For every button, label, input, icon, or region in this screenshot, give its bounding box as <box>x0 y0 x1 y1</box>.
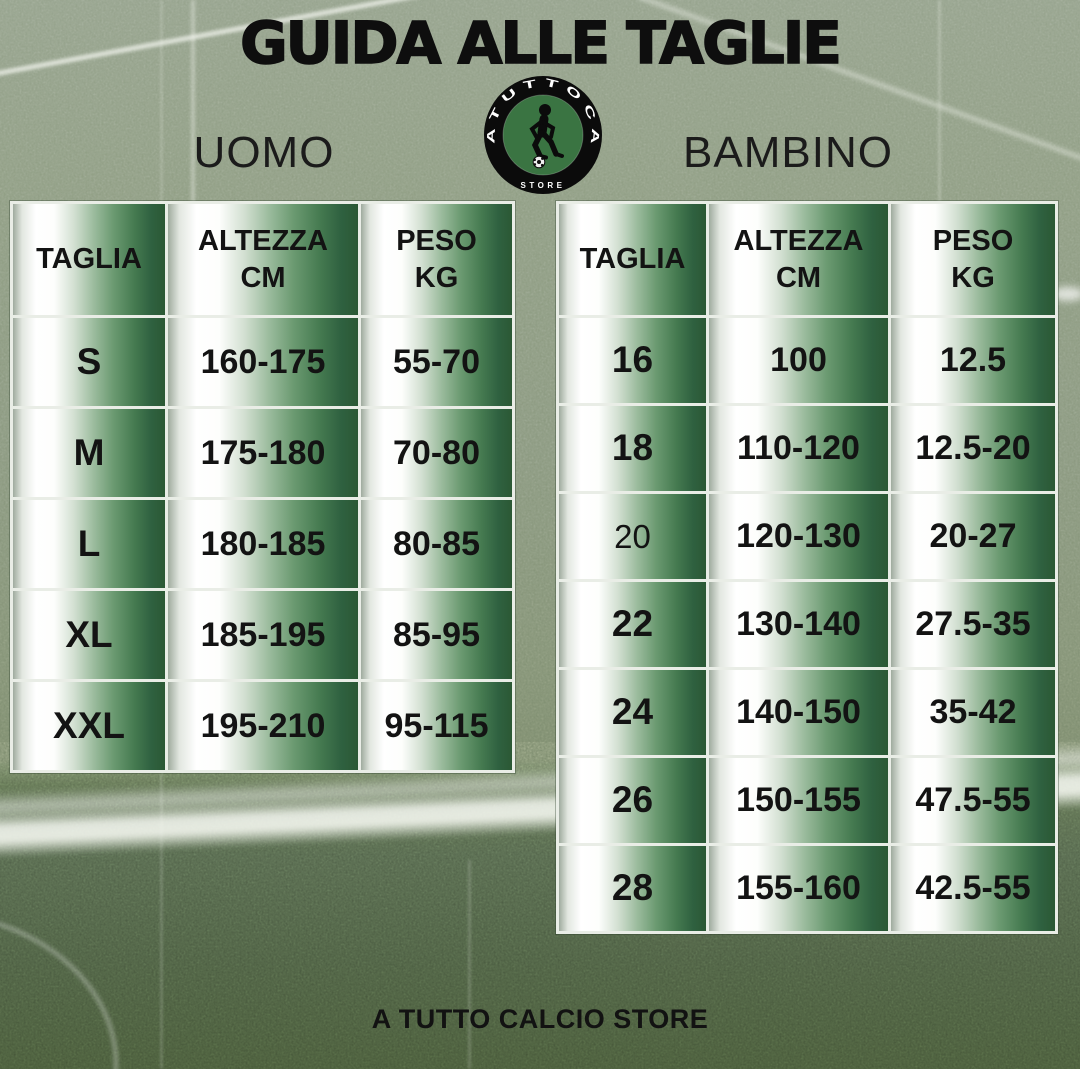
data-cell: 175-180 <box>168 409 358 497</box>
data-cell: 18 <box>559 406 706 491</box>
header-cell: PESO KG <box>891 204 1055 315</box>
header-line: CM <box>240 261 286 294</box>
data-cell: 160-175 <box>168 318 358 406</box>
data-cell: 180-185 <box>168 500 358 588</box>
section-label-bambino: BAMBINO <box>683 128 893 177</box>
data-cell: 12.5 <box>891 318 1055 403</box>
data-cell: 12.5-20 <box>891 406 1055 491</box>
data-cell: 120-130 <box>709 494 888 579</box>
data-cell: 185-195 <box>168 591 358 679</box>
data-cell: 35-42 <box>891 670 1055 755</box>
field-line-vertical-4 <box>468 860 471 1069</box>
data-cell: 100 <box>709 318 888 403</box>
data-cell: 70-80 <box>361 409 512 497</box>
data-cell: 16 <box>559 318 706 403</box>
data-cell: 20 <box>559 494 706 579</box>
size-table-uomo: TAGLIA ALTEZZA CM PESO KG S 160-175 55-70 M 175-1… <box>10 201 515 773</box>
field-arc-bottom-left <box>0 910 118 1069</box>
header-line: ALTEZZA <box>733 225 864 258</box>
header-line: PESO <box>396 225 477 258</box>
data-cell: M <box>13 409 165 497</box>
section-label-uomo: UOMO <box>193 128 335 177</box>
data-cell: 130-140 <box>709 582 888 667</box>
data-cell: 80-85 <box>361 500 512 588</box>
header-cell: PESO KG <box>361 204 512 315</box>
data-cell: S <box>13 318 165 406</box>
header-line: TAGLIA <box>36 243 142 276</box>
header-cell: TAGLIA <box>559 204 706 315</box>
data-cell: 95-115 <box>361 682 512 770</box>
header-line: PESO <box>932 225 1014 258</box>
data-cell: 42.5-55 <box>891 846 1055 931</box>
footballer-icon <box>529 104 564 169</box>
data-cell: 24 <box>559 670 706 755</box>
header-line: TAGLIA <box>579 243 686 276</box>
data-cell: 47.5-55 <box>891 758 1055 843</box>
data-cell: L <box>13 500 165 588</box>
data-cell: 140-150 <box>709 670 888 755</box>
header-cell: ALTEZZA CM <box>168 204 358 315</box>
data-cell: 85-95 <box>361 591 512 679</box>
data-cell: 195-210 <box>168 682 358 770</box>
header-cell: ALTEZZA CM <box>709 204 888 315</box>
data-cell: 20-27 <box>891 494 1055 579</box>
data-cell: 28 <box>559 846 706 931</box>
page-title: GUIDA ALLE TAGLIE <box>239 8 842 78</box>
data-cell: 22 <box>559 582 706 667</box>
logo-store-text: STORE <box>521 181 566 190</box>
data-cell: 155-160 <box>709 846 888 931</box>
data-cell: 150-155 <box>709 758 888 843</box>
data-cell: 26 <box>559 758 706 843</box>
data-cell: 110-120 <box>709 406 888 491</box>
header-cell: TAGLIA <box>13 204 165 315</box>
data-cell: 55-70 <box>361 318 512 406</box>
header-line: CM <box>775 261 822 294</box>
header-line: ALTEZZA <box>198 225 328 258</box>
size-table-bambino: TAGLIA ALTEZZA CM PESO KG 16 100 12.5 18 110-120 1… <box>556 201 1058 934</box>
data-cell: XL <box>13 591 165 679</box>
header-line: KG <box>951 261 995 294</box>
store-name-footer: A TUTTO CALCIO STORE <box>371 1004 709 1034</box>
data-cell: 27.5-35 <box>891 582 1055 667</box>
header-line: KG <box>414 261 459 294</box>
data-cell: XXL <box>13 682 165 770</box>
